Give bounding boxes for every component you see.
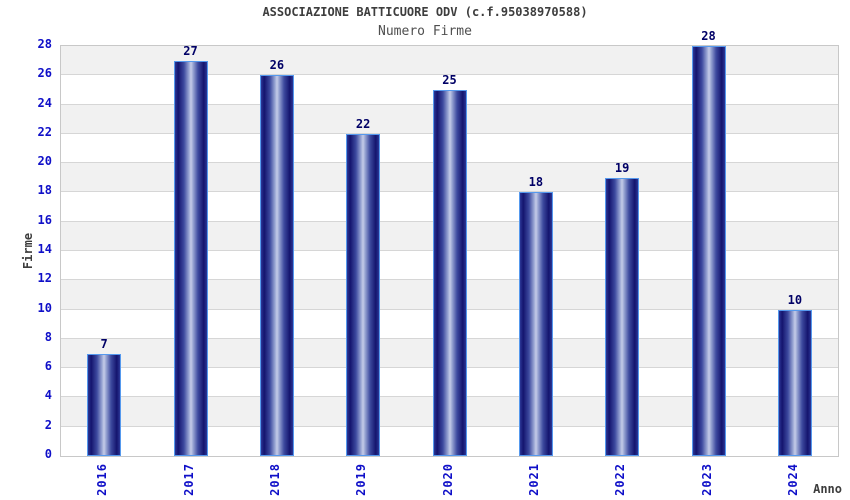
y-tick-label: 28 [37, 37, 52, 51]
y-tick-label: 0 [44, 447, 52, 461]
x-tick-label: 2022 [613, 463, 628, 496]
bar-2017 [173, 60, 208, 456]
bar-value-label: 28 [701, 29, 716, 43]
bar-2020 [432, 89, 467, 456]
x-tick-label: 2020 [440, 463, 455, 496]
y-tick-label: 22 [37, 124, 52, 139]
y-tick-label: 20 [37, 154, 52, 169]
y-tick-label: 18 [37, 183, 52, 198]
chart-subtitle: Numero Firme [378, 24, 472, 39]
bar-value-label: 22 [355, 116, 371, 131]
y-tick-label: 6 [44, 359, 52, 374]
x-axis-title: Anno [813, 482, 842, 496]
x-tick-label: 2016 [95, 463, 110, 496]
bar-2024 [777, 309, 812, 456]
grid-line [61, 74, 838, 76]
x-tick-label: 2018 [267, 463, 282, 496]
bar-value-label: 7 [100, 336, 108, 351]
bar-2022 [605, 177, 640, 456]
y-tick-label: 12 [37, 271, 52, 286]
bar-value-label: 27 [183, 43, 198, 58]
y-tick-label: 4 [44, 388, 52, 403]
x-tick-label: 2019 [354, 463, 369, 496]
bar-2018 [259, 75, 294, 456]
bar-2023 [691, 46, 726, 456]
x-tick-label: 2023 [699, 463, 714, 496]
y-tick-label: 8 [44, 329, 52, 344]
x-tick-label: 2024 [785, 463, 800, 496]
x-tick-label: 2021 [526, 463, 541, 496]
chart-title: ASSOCIAZIONE BATTICUORE ODV (c.f.9503897… [262, 5, 588, 19]
bar-value-label: 26 [269, 58, 285, 73]
y-tick-label: 10 [37, 300, 52, 315]
bar-2016 [87, 353, 122, 456]
bar-2019 [346, 133, 381, 456]
y-tick-label: 14 [37, 242, 52, 256]
bar-value-label: 18 [528, 175, 544, 190]
bar-value-label: 10 [787, 292, 803, 307]
plot-area: 7 27 26 22 25 18 19 28 10 [60, 30, 839, 457]
y-tick-label: 26 [37, 66, 52, 81]
y-tick-label: 16 [37, 212, 52, 227]
bar-value-label: 25 [442, 72, 457, 87]
bar-value-label: 19 [614, 160, 630, 175]
y-tick-label: 24 [37, 95, 52, 110]
y-tick-label: 2 [44, 417, 52, 432]
x-tick-label: 2017 [181, 463, 196, 496]
bar-2021 [518, 192, 553, 456]
